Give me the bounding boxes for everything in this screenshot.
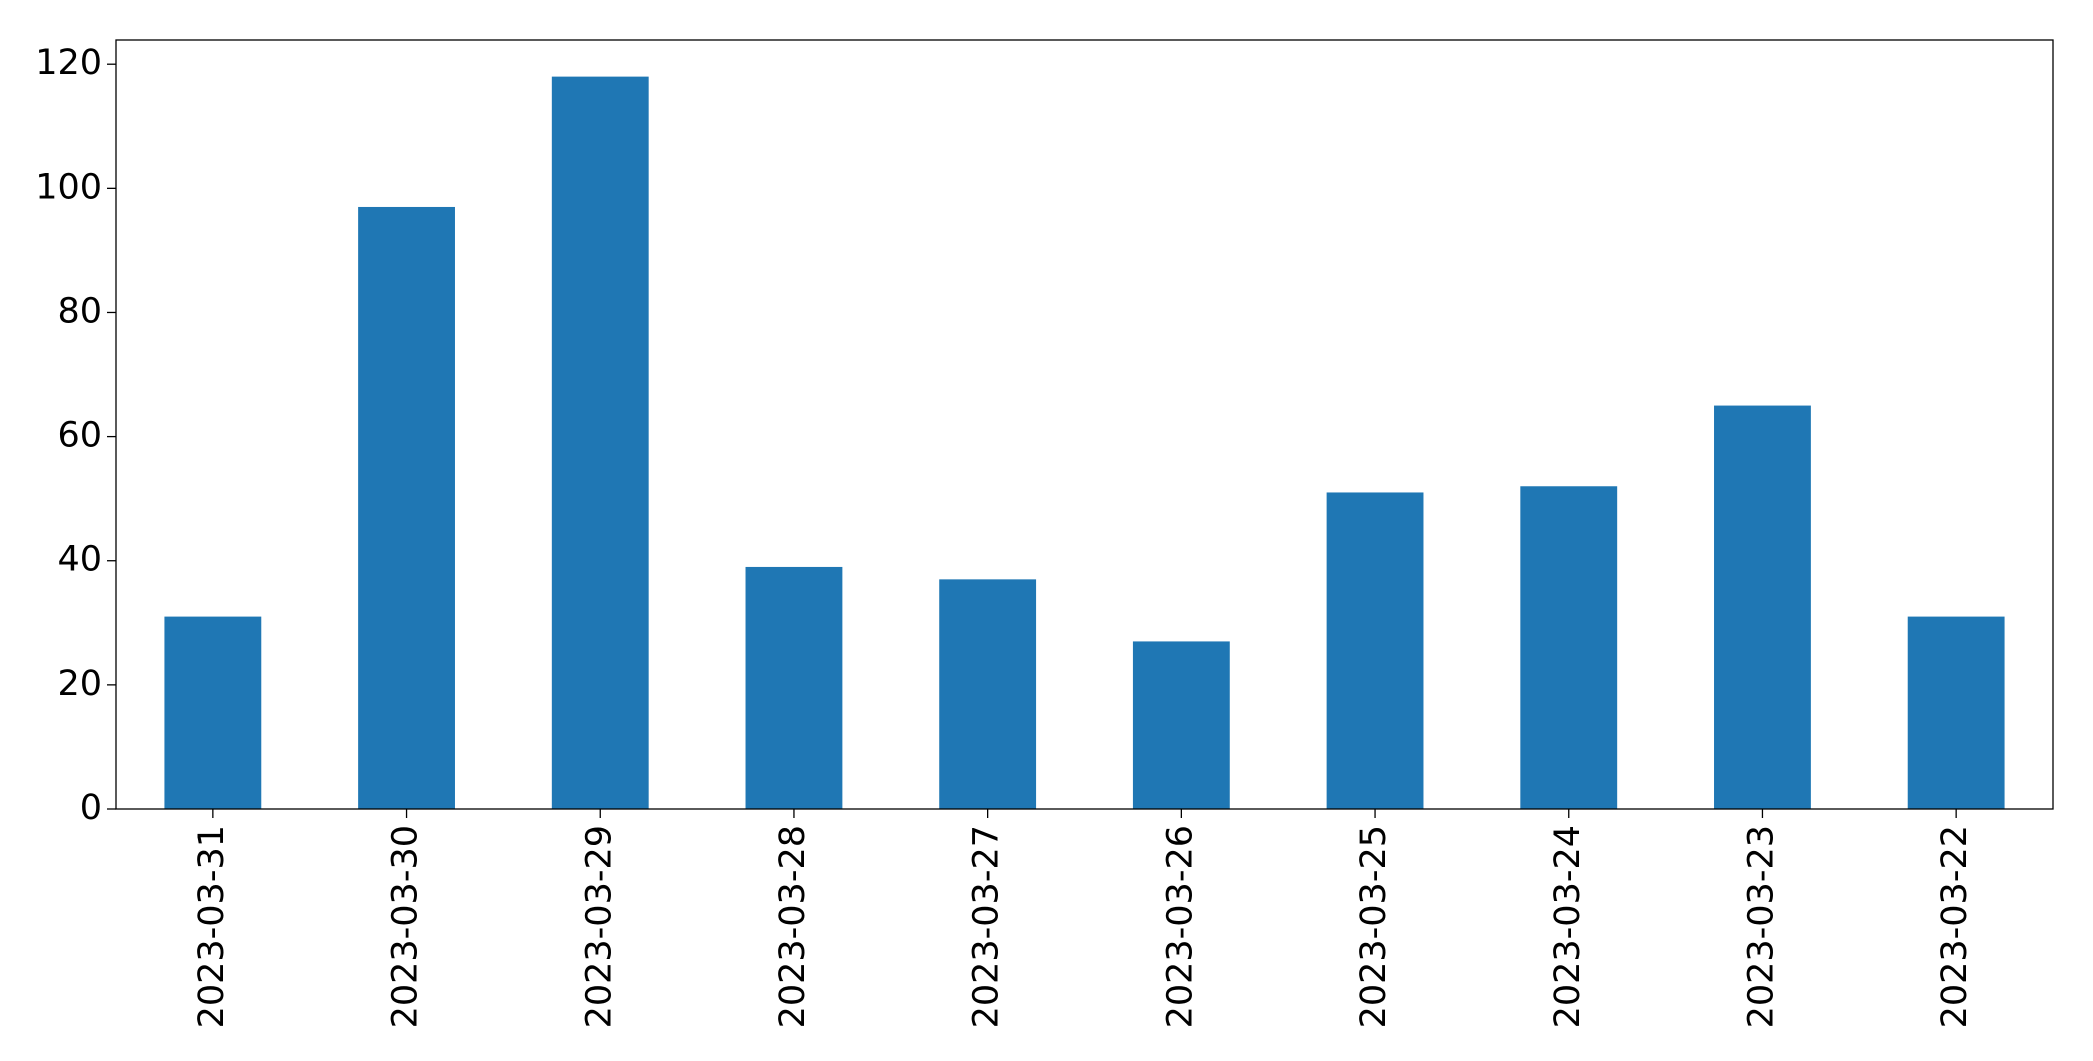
bar (1714, 405, 1811, 809)
bar (358, 206, 455, 810)
bar (939, 579, 1037, 809)
bar (1907, 616, 2005, 809)
bar (551, 76, 649, 810)
y-tick-label: 60 (57, 416, 102, 456)
y-tick-label: 40 (57, 540, 102, 580)
x-tick-label: 2023-03-23 (1741, 825, 1781, 1028)
plot-frame (115, 39, 2054, 810)
bar (164, 616, 262, 809)
bar (1326, 492, 1424, 809)
x-tick-label: 2023-03-31 (192, 825, 232, 1028)
y-tick-label: 20 (57, 664, 102, 704)
x-tick-label: 2023-03-30 (386, 825, 426, 1028)
y-tick-label: 100 (35, 167, 102, 207)
bar (745, 566, 843, 809)
y-tick-label: 120 (35, 43, 102, 83)
bar (1520, 486, 1618, 809)
x-tick-label: 2023-03-28 (773, 825, 813, 1028)
y-tick-label: 0 (80, 788, 102, 828)
y-tick-label: 80 (57, 291, 102, 331)
x-tick-label: 2023-03-25 (1354, 825, 1394, 1028)
x-tick-label: 2023-03-22 (1935, 825, 1975, 1028)
x-tick-label: 2023-03-27 (967, 825, 1007, 1028)
bar (1132, 641, 1230, 809)
x-tick-label: 2023-03-24 (1548, 825, 1588, 1028)
x-tick-label: 2023-03-26 (1160, 825, 1200, 1028)
x-tick-label: 2023-03-29 (579, 825, 619, 1028)
